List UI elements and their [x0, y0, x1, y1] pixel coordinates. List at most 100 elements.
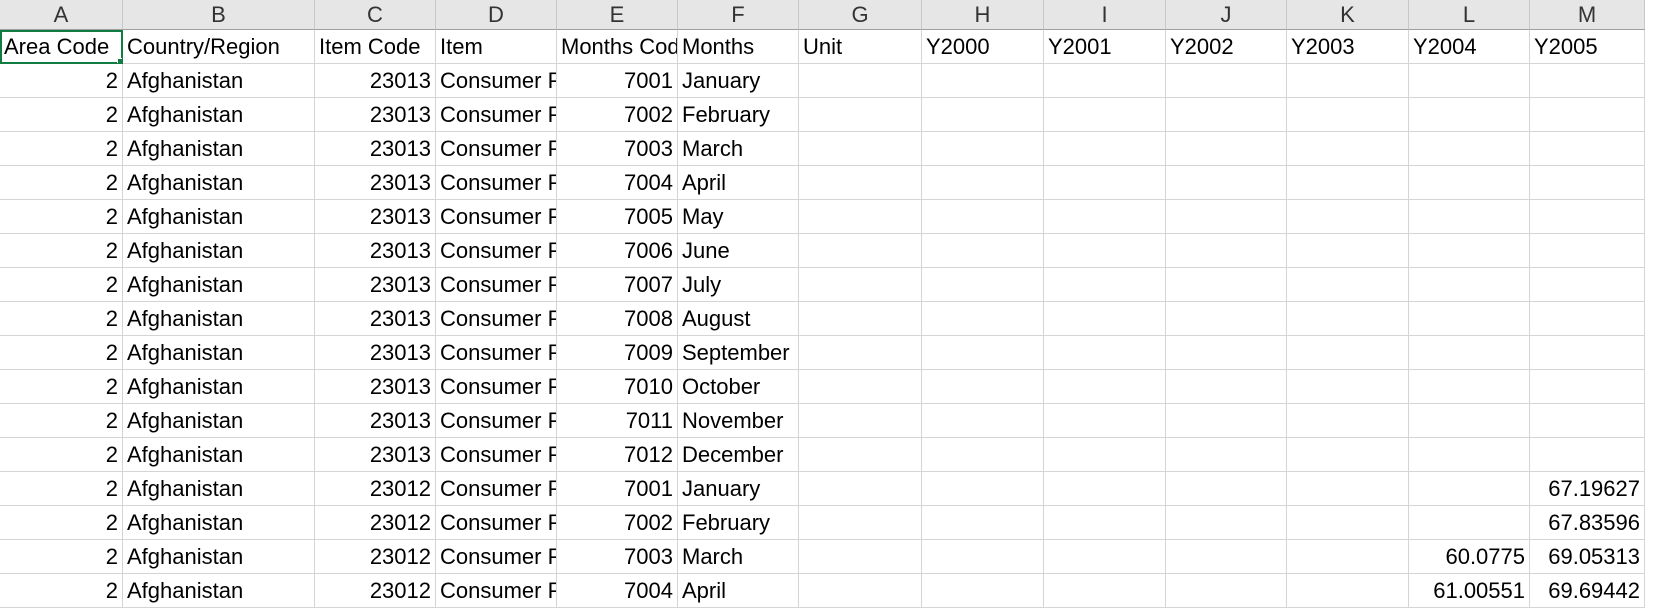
table-cell[interactable]: 23012 [315, 540, 436, 574]
table-cell[interactable]: January [678, 472, 799, 506]
header-cell[interactable]: Y2004 [1409, 30, 1530, 64]
table-cell[interactable] [1044, 64, 1166, 98]
table-cell[interactable]: 23013 [315, 166, 436, 200]
table-cell[interactable] [1409, 132, 1530, 166]
table-cell[interactable]: 23013 [315, 336, 436, 370]
table-cell[interactable] [1409, 98, 1530, 132]
table-cell[interactable]: October [678, 370, 799, 404]
table-cell[interactable]: Afghanistan [123, 574, 315, 608]
table-cell[interactable] [1044, 268, 1166, 302]
table-cell[interactable] [799, 540, 922, 574]
table-cell[interactable]: 23013 [315, 302, 436, 336]
table-cell[interactable] [1166, 98, 1287, 132]
table-cell[interactable]: April [678, 166, 799, 200]
table-cell[interactable]: Consumer Prices, General Indices [436, 404, 557, 438]
table-cell[interactable] [799, 200, 922, 234]
table-cell[interactable]: 23012 [315, 574, 436, 608]
table-cell[interactable]: 2 [0, 64, 123, 98]
column-header-b[interactable]: B [123, 0, 315, 30]
table-cell[interactable]: 23013 [315, 132, 436, 166]
table-cell[interactable] [1166, 506, 1287, 540]
column-header-e[interactable]: E [557, 0, 678, 30]
table-cell[interactable]: Afghanistan [123, 64, 315, 98]
table-cell[interactable] [1409, 200, 1530, 234]
table-cell[interactable]: 7001 [557, 64, 678, 98]
table-cell[interactable] [1044, 404, 1166, 438]
table-cell[interactable] [1530, 132, 1645, 166]
table-cell[interactable] [1044, 540, 1166, 574]
table-cell[interactable] [1287, 302, 1409, 336]
column-header-j[interactable]: J [1166, 0, 1287, 30]
table-cell[interactable]: 7008 [557, 302, 678, 336]
table-cell[interactable] [1044, 302, 1166, 336]
table-cell[interactable] [1530, 98, 1645, 132]
table-cell[interactable]: 2 [0, 438, 123, 472]
table-cell[interactable] [1166, 404, 1287, 438]
table-cell[interactable] [799, 370, 922, 404]
table-cell[interactable]: Afghanistan [123, 200, 315, 234]
table-cell[interactable] [1287, 438, 1409, 472]
table-cell[interactable]: May [678, 200, 799, 234]
table-cell[interactable]: August [678, 302, 799, 336]
table-cell[interactable] [1044, 472, 1166, 506]
table-cell[interactable] [1530, 404, 1645, 438]
table-cell[interactable]: Consumer Prices, General Indices [436, 268, 557, 302]
table-cell[interactable]: Consumer Prices, General Indices [436, 438, 557, 472]
table-cell[interactable] [1044, 438, 1166, 472]
table-cell[interactable]: 69.05313 [1530, 540, 1645, 574]
table-cell[interactable]: Afghanistan [123, 268, 315, 302]
table-cell[interactable] [922, 336, 1044, 370]
table-cell[interactable]: 67.19627 [1530, 472, 1645, 506]
table-cell[interactable] [1166, 234, 1287, 268]
table-cell[interactable] [1166, 336, 1287, 370]
table-cell[interactable] [922, 506, 1044, 540]
column-header-c[interactable]: C [315, 0, 436, 30]
table-cell[interactable] [1287, 404, 1409, 438]
column-header-f[interactable]: F [678, 0, 799, 30]
table-cell[interactable] [1166, 438, 1287, 472]
table-cell[interactable] [1409, 302, 1530, 336]
table-cell[interactable] [799, 574, 922, 608]
table-cell[interactable] [922, 64, 1044, 98]
table-cell[interactable] [1044, 506, 1166, 540]
table-cell[interactable]: 23013 [315, 370, 436, 404]
table-cell[interactable] [799, 98, 922, 132]
table-cell[interactable] [799, 404, 922, 438]
table-cell[interactable]: Afghanistan [123, 234, 315, 268]
table-cell[interactable] [1409, 336, 1530, 370]
table-cell[interactable] [1530, 370, 1645, 404]
table-cell[interactable]: Consumer Prices, General Indices [436, 64, 557, 98]
column-header-i[interactable]: I [1044, 0, 1166, 30]
header-cell[interactable]: Y2000 [922, 30, 1044, 64]
table-cell[interactable] [1409, 166, 1530, 200]
table-cell[interactable]: 2 [0, 268, 123, 302]
table-cell[interactable] [1044, 370, 1166, 404]
header-cell[interactable]: Months Code [557, 30, 678, 64]
table-cell[interactable]: Afghanistan [123, 98, 315, 132]
column-header-h[interactable]: H [922, 0, 1044, 30]
table-cell[interactable] [922, 234, 1044, 268]
table-cell[interactable] [1287, 574, 1409, 608]
table-cell[interactable] [1166, 166, 1287, 200]
table-cell[interactable]: 2 [0, 302, 123, 336]
header-cell[interactable]: Y2001 [1044, 30, 1166, 64]
table-cell[interactable] [799, 166, 922, 200]
table-cell[interactable]: 69.69442 [1530, 574, 1645, 608]
table-cell[interactable] [799, 438, 922, 472]
column-header-g[interactable]: G [799, 0, 922, 30]
table-cell[interactable]: 2 [0, 506, 123, 540]
table-cell[interactable]: Consumer Prices, General Indices [436, 540, 557, 574]
table-cell[interactable]: 23013 [315, 438, 436, 472]
table-cell[interactable]: Afghanistan [123, 132, 315, 166]
table-cell[interactable]: 2 [0, 540, 123, 574]
table-cell[interactable] [1287, 166, 1409, 200]
table-cell[interactable]: 2 [0, 370, 123, 404]
table-cell[interactable] [1044, 132, 1166, 166]
table-cell[interactable] [1287, 200, 1409, 234]
table-cell[interactable] [1287, 506, 1409, 540]
table-cell[interactable] [1409, 472, 1530, 506]
column-header-m[interactable]: M [1530, 0, 1645, 30]
table-cell[interactable]: Consumer Prices, General Indices [436, 370, 557, 404]
table-cell[interactable] [1530, 234, 1645, 268]
column-header-k[interactable]: K [1287, 0, 1409, 30]
